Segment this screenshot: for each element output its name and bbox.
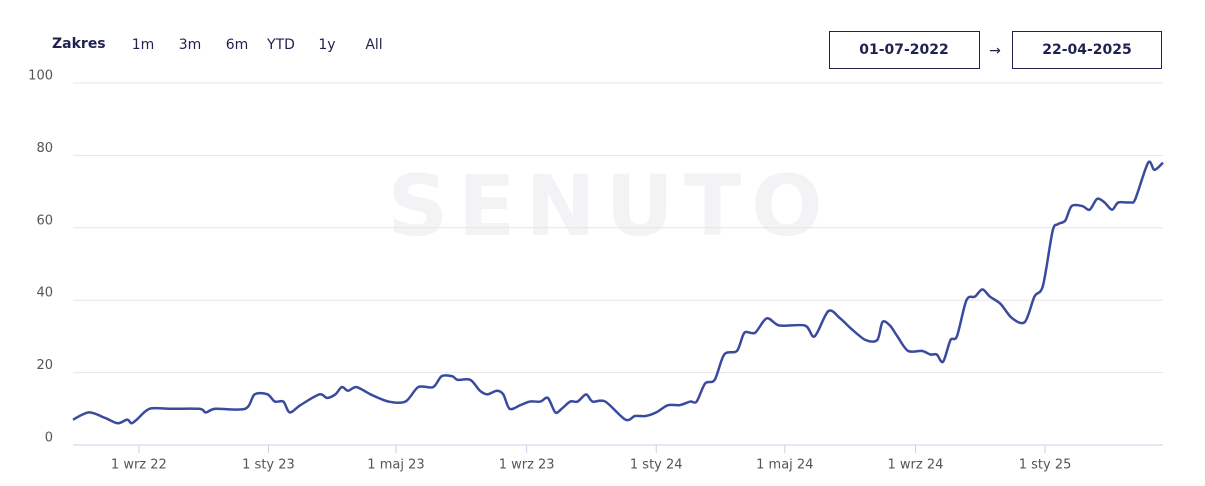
date-from[interactable]: 01-07-2022 [859, 42, 949, 58]
y-tick-label: 80 [36, 141, 53, 156]
x-tick-label: 1 wrz 22 [111, 458, 167, 473]
y-tick-label: 0 [45, 431, 53, 446]
x-tick-label: 1 wrz 24 [888, 458, 944, 473]
date-arrow: → [989, 43, 1001, 59]
x-tick-label: 1 sty 23 [242, 458, 295, 473]
date-from-box[interactable] [829, 31, 980, 69]
line [72, 160, 1164, 425]
watermark: SENUTO [387, 157, 832, 255]
range-label: Zakres [52, 36, 106, 52]
range-button[interactable]: 6m [226, 37, 249, 53]
date-to-box[interactable] [1012, 31, 1162, 69]
x-tick-label: 1 sty 24 [630, 458, 683, 473]
x-tick-label: 1 sty 25 [1019, 458, 1072, 473]
date-to[interactable]: 22-04-2025 [1042, 42, 1132, 58]
y-tick-label: 20 [36, 358, 53, 373]
y-tick-label: 100 [28, 69, 53, 84]
range-button[interactable]: All [365, 37, 382, 53]
x-tick-label: 1 wrz 23 [499, 458, 555, 473]
x-tick-label: 1 maj 24 [756, 458, 813, 473]
y-tick-label: 40 [36, 286, 53, 301]
x-tick-label: 1 maj 23 [367, 458, 424, 473]
range-button[interactable]: 1m [132, 37, 155, 53]
range-button[interactable]: YTD [266, 37, 295, 53]
range-button[interactable]: 3m [179, 37, 202, 53]
range-button[interactable]: 1y [318, 37, 335, 53]
y-tick-label: 60 [36, 213, 53, 228]
